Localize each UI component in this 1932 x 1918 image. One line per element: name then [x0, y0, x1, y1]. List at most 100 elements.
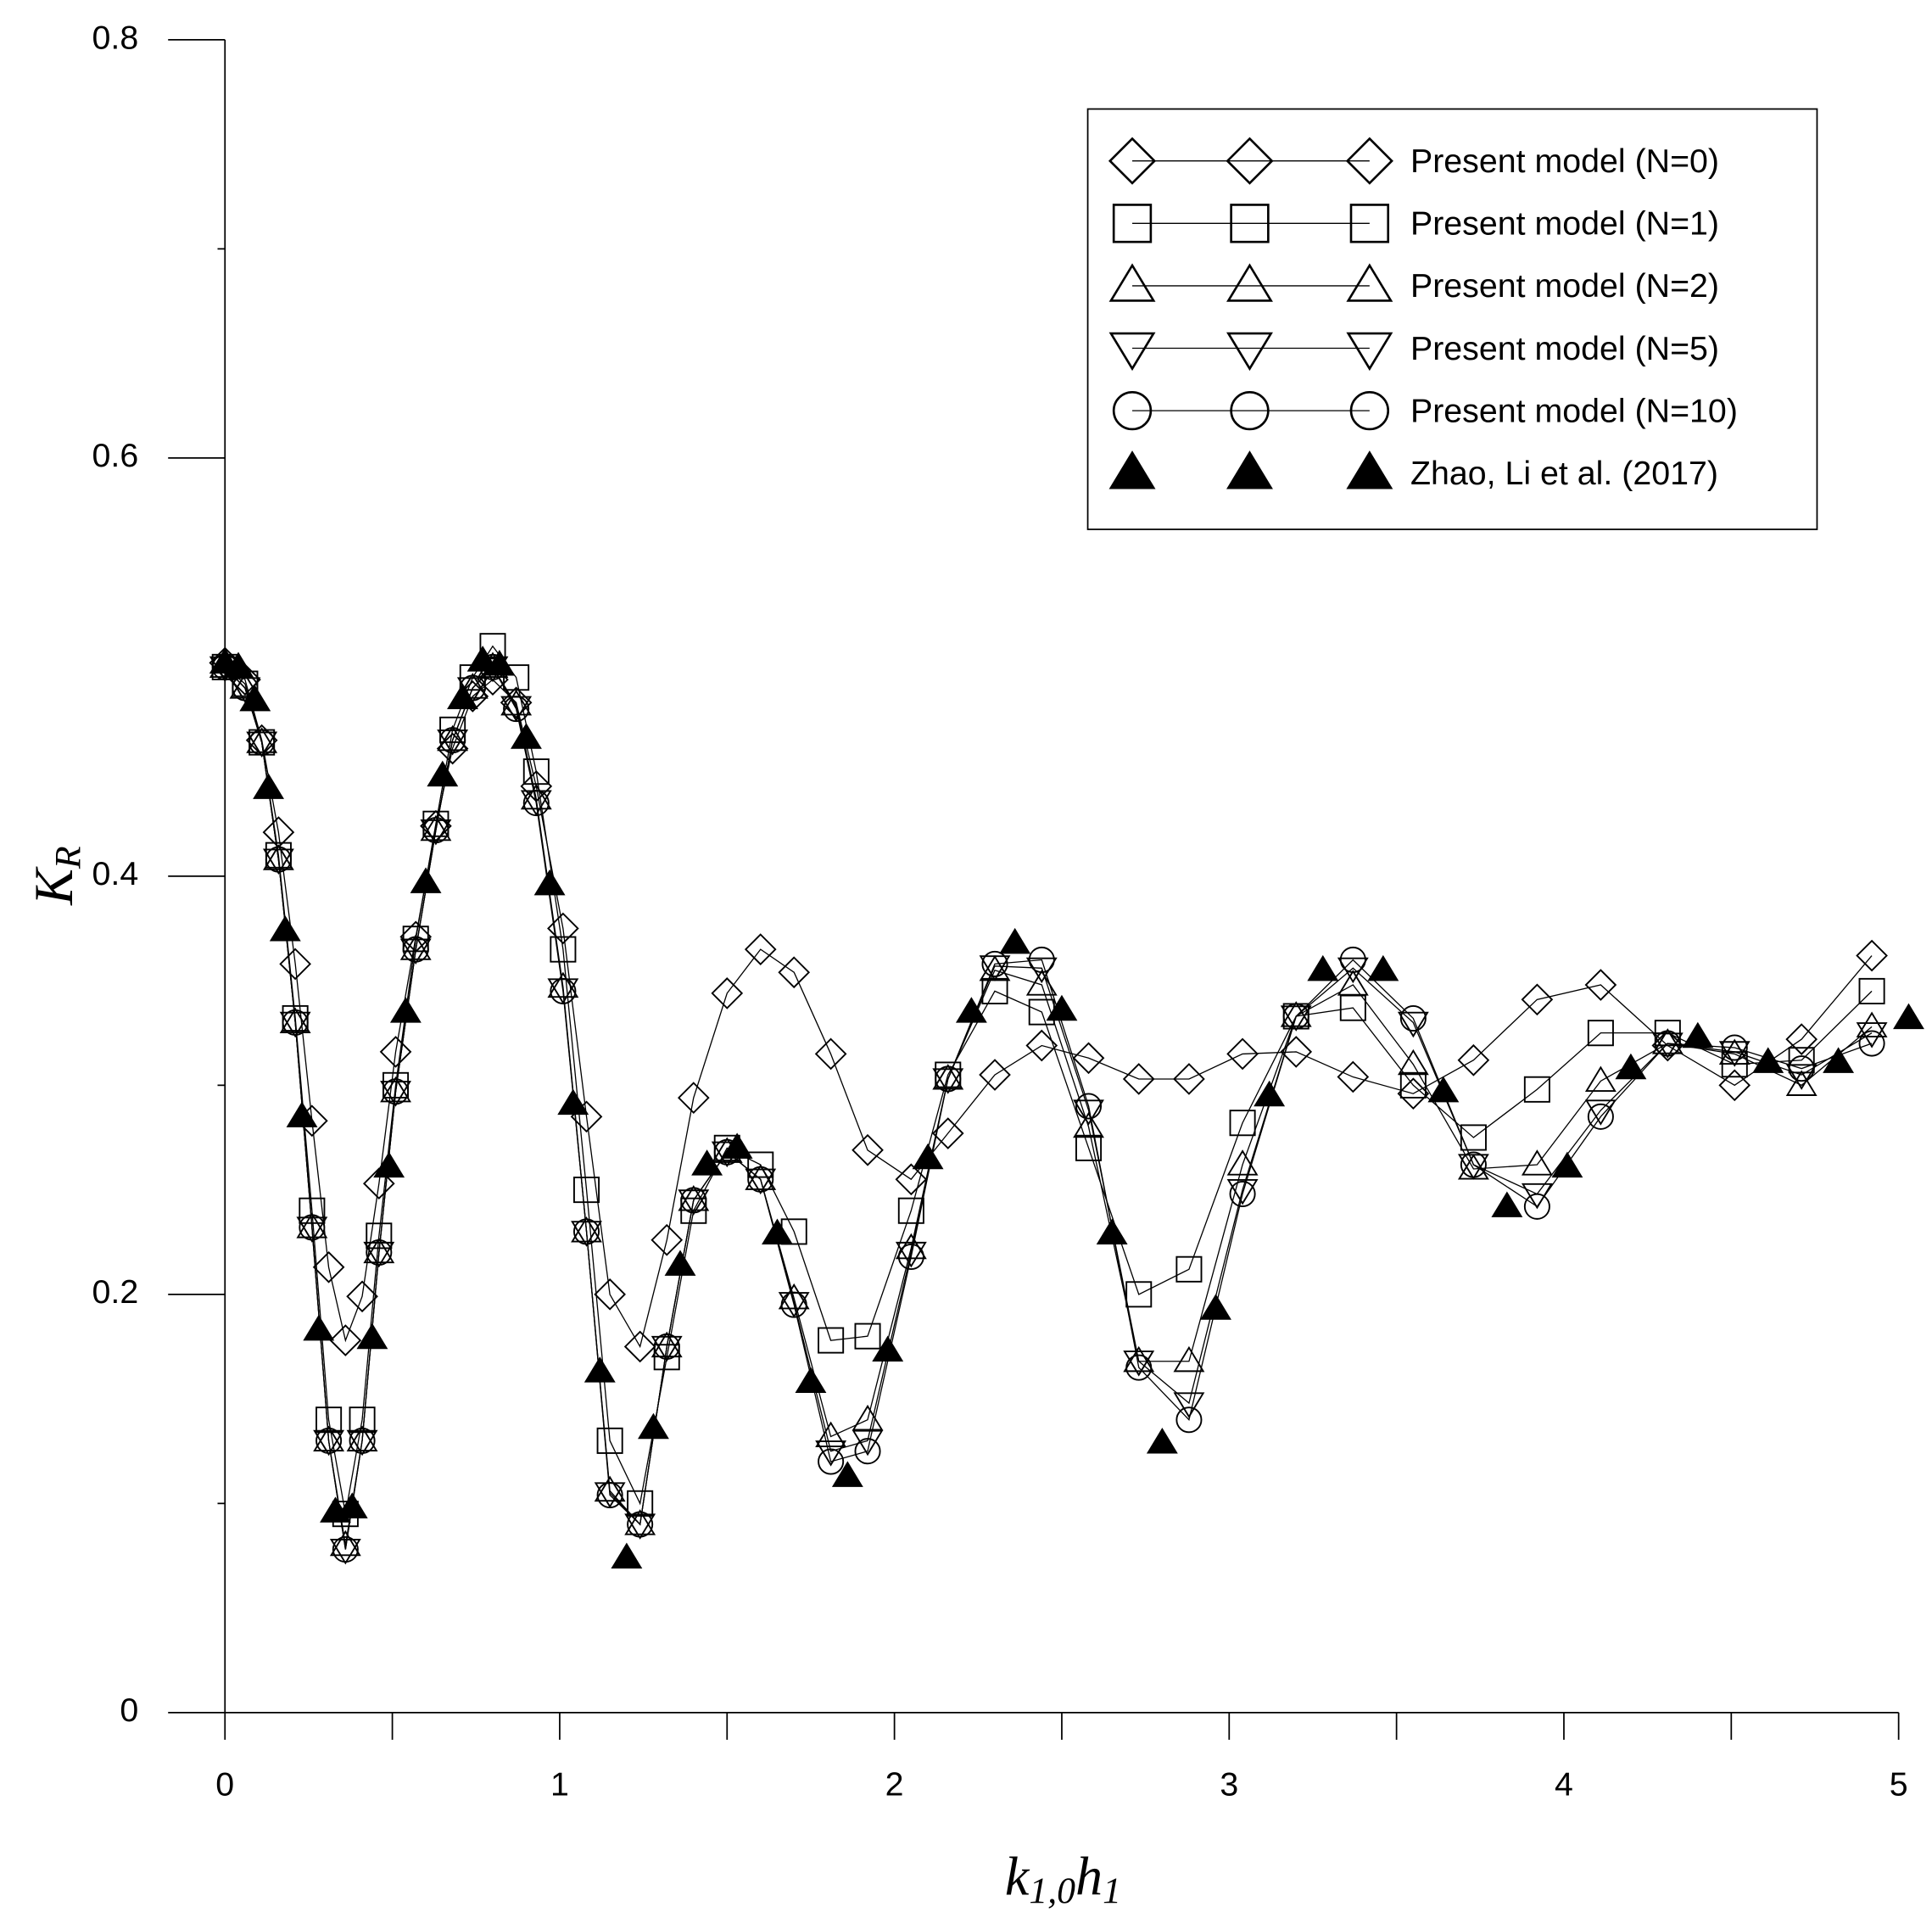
- marker: [745, 1168, 777, 1195]
- series-line: [224, 666, 1873, 1550]
- marker: [815, 1440, 847, 1467]
- marker: [1460, 1151, 1487, 1178]
- legend-marker: [1230, 390, 1270, 431]
- marker: [762, 1218, 793, 1244]
- marker: [747, 1166, 774, 1193]
- x-tick-label: 4: [1555, 1766, 1573, 1803]
- x-tick-label: 0: [215, 1766, 234, 1803]
- marker: [1718, 1041, 1751, 1067]
- marker: [1523, 1193, 1550, 1220]
- marker: [373, 1151, 405, 1178]
- marker: [286, 1101, 318, 1127]
- marker: [854, 1438, 881, 1465]
- legend-label: Present model (N=5): [1410, 330, 1719, 367]
- legend-marker: [1108, 332, 1156, 372]
- legend-marker: [1108, 263, 1156, 302]
- marker: [852, 1404, 884, 1431]
- marker: [547, 912, 579, 945]
- marker: [550, 936, 577, 963]
- x-tick-label: 1: [550, 1766, 569, 1803]
- marker: [1339, 994, 1366, 1021]
- marker: [1397, 1011, 1429, 1038]
- marker: [691, 1149, 723, 1176]
- marker: [596, 1427, 623, 1454]
- marker: [313, 1429, 345, 1457]
- legend-marker: [1346, 263, 1393, 302]
- marker: [229, 677, 261, 703]
- marker: [332, 1536, 359, 1563]
- marker: [382, 1078, 410, 1105]
- marker: [1457, 1043, 1490, 1076]
- legend-marker: [1226, 137, 1274, 185]
- marker: [1173, 1063, 1205, 1095]
- marker: [346, 1425, 378, 1451]
- marker: [744, 933, 777, 965]
- marker: [437, 730, 469, 756]
- marker: [346, 1429, 378, 1457]
- marker: [1858, 1030, 1885, 1057]
- marker: [572, 1218, 600, 1245]
- marker: [1587, 1020, 1614, 1047]
- marker: [466, 646, 499, 672]
- series-line: [224, 645, 1873, 1514]
- marker: [1282, 1003, 1309, 1030]
- marker: [895, 1241, 927, 1268]
- marker: [778, 1283, 810, 1310]
- marker: [1096, 1218, 1128, 1244]
- marker: [420, 819, 452, 846]
- marker: [1788, 1055, 1815, 1082]
- marker: [999, 927, 1031, 954]
- y-axis-label: KR: [24, 846, 89, 905]
- marker: [1587, 1103, 1614, 1130]
- marker: [1584, 969, 1617, 1001]
- marker: [931, 1117, 964, 1149]
- x-label-sub: 1,0: [1029, 1870, 1075, 1911]
- y-label-main: K: [24, 866, 84, 906]
- marker: [1823, 1047, 1855, 1073]
- marker: [1025, 970, 1058, 996]
- marker: [1337, 1060, 1370, 1093]
- x-label-main: k: [1005, 1846, 1030, 1906]
- marker: [1173, 1392, 1205, 1418]
- marker: [594, 1278, 626, 1311]
- marker: [1175, 1406, 1203, 1434]
- marker: [299, 1197, 326, 1224]
- marker: [1521, 983, 1554, 1016]
- marker: [1175, 1255, 1203, 1283]
- marker: [935, 1065, 962, 1093]
- marker: [239, 685, 271, 712]
- marker: [533, 869, 566, 896]
- marker: [336, 1492, 368, 1518]
- marker: [346, 1280, 378, 1313]
- marker: [1367, 954, 1399, 981]
- marker: [279, 948, 311, 981]
- y-tick-label: 0: [120, 1692, 138, 1729]
- marker: [651, 1331, 683, 1358]
- marker: [1146, 1427, 1178, 1454]
- marker: [1307, 954, 1339, 981]
- marker: [269, 915, 301, 942]
- marker: [420, 814, 452, 842]
- marker: [456, 673, 489, 699]
- marker: [437, 724, 469, 752]
- marker: [282, 1009, 309, 1036]
- marker: [711, 977, 744, 1009]
- marker: [1072, 1042, 1105, 1075]
- marker: [366, 1239, 393, 1267]
- marker: [329, 1529, 361, 1557]
- x-label-sub2: 1: [1103, 1870, 1121, 1911]
- series-line: [224, 662, 1873, 1349]
- marker: [313, 1425, 345, 1451]
- marker: [1229, 1110, 1256, 1137]
- legend-marker: [1226, 263, 1273, 302]
- marker: [678, 1185, 710, 1211]
- marker: [1718, 1069, 1751, 1102]
- marker: [522, 790, 550, 817]
- marker: [1718, 1038, 1751, 1065]
- marker: [503, 696, 530, 723]
- marker: [1073, 1111, 1104, 1138]
- marker: [611, 1542, 643, 1569]
- marker: [955, 997, 987, 1023]
